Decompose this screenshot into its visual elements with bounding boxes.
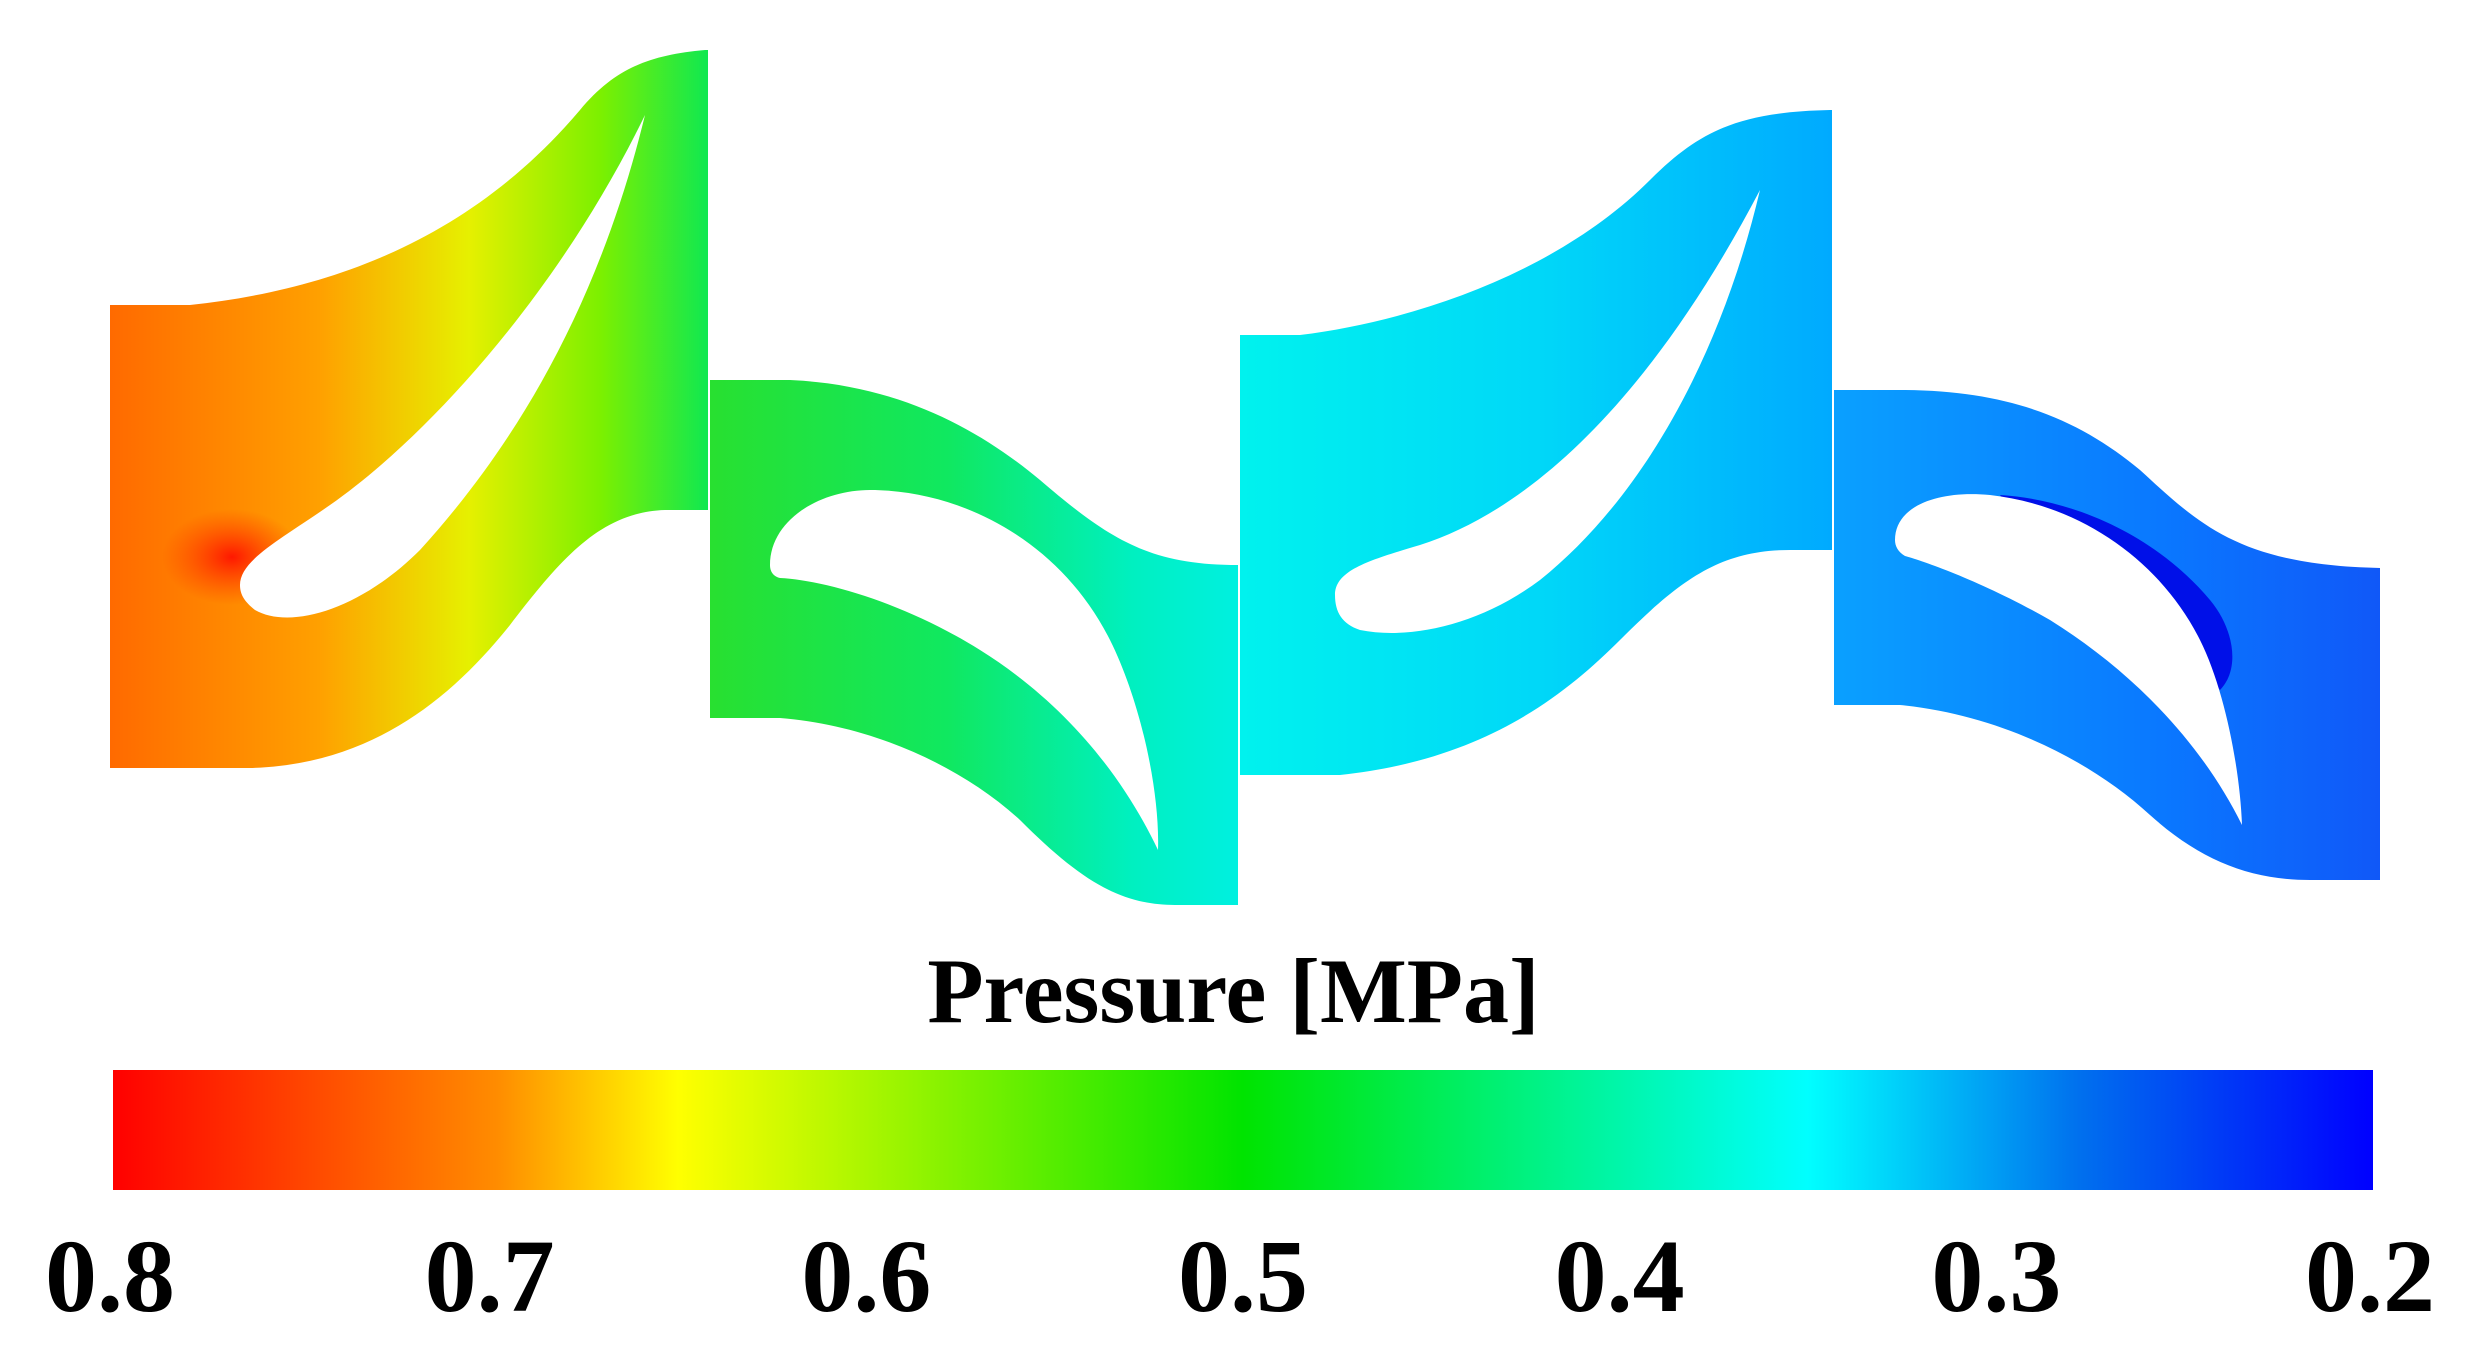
stage-1-stator-blade bbox=[240, 115, 645, 618]
stage-1-stator-passage bbox=[110, 50, 708, 768]
colorbar-tick-label: 0.3 bbox=[1931, 1219, 2062, 1334]
colorbar-title: Pressure [MPa] bbox=[927, 940, 1540, 1042]
stage-2-rotor-passage bbox=[1834, 390, 2380, 880]
stage-2-stator-passage bbox=[1240, 110, 1832, 775]
stage-2-stator-blade bbox=[1335, 190, 1760, 633]
stage-2-rotor-blade bbox=[1895, 494, 2242, 825]
stage-1-rotor-blade bbox=[770, 490, 1159, 850]
colorbar-tick-label: 0.5 bbox=[1178, 1219, 1308, 1334]
stage-1-rotor-passage bbox=[710, 380, 1238, 905]
colorbar-tick-label: 0.2 bbox=[2305, 1219, 2435, 1334]
colorbar-tick-label: 0.6 bbox=[801, 1219, 932, 1334]
colorbar-tick-label: 0.7 bbox=[424, 1219, 555, 1334]
colorbar-tick-label: 0.4 bbox=[1554, 1219, 1685, 1334]
colorbar-gradient bbox=[113, 1070, 2373, 1190]
colorbar-tick-label: 0.8 bbox=[45, 1219, 175, 1334]
